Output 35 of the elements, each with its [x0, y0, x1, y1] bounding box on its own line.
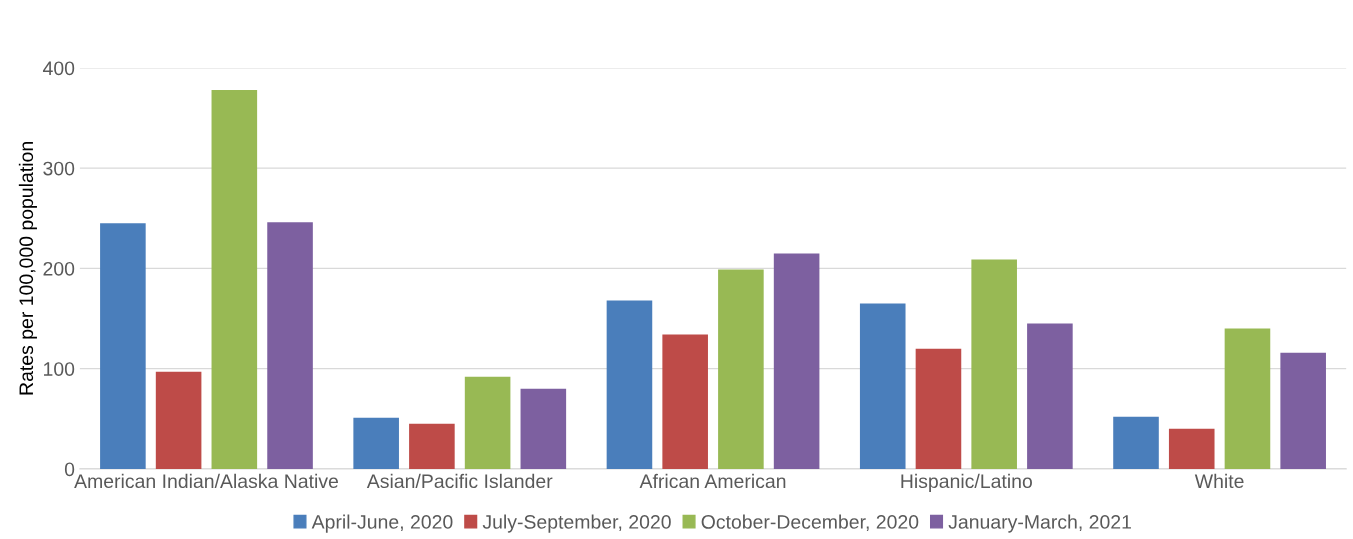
bar: [971, 259, 1017, 469]
y-tick-label: 100: [44, 362, 75, 376]
x-tick-label: Hispanic/Latino: [901, 473, 1032, 492]
y-tick-label: 400: [42, 61, 75, 76]
x-tick-label: Asian/Pacific Islander: [366, 473, 553, 489]
y-tick-label: 0: [64, 462, 75, 477]
bar: [1113, 416, 1159, 469]
y-tick-label: 300: [43, 161, 75, 176]
bar: [267, 222, 313, 469]
bar: [1168, 428, 1215, 469]
bar: [773, 253, 820, 469]
bar: [1280, 352, 1326, 469]
bar: [1224, 328, 1271, 469]
legend-label: October-December, 2020: [701, 514, 919, 532]
bar: [520, 388, 567, 469]
bar: [100, 223, 146, 469]
y-axis-title: Rates per 100,000 population: [18, 142, 37, 395]
legend-label: January-March, 2021: [948, 514, 1131, 533]
bar: [606, 300, 653, 469]
legend-label: July-September, 2020: [482, 514, 671, 533]
bar: [409, 423, 455, 469]
bar: [915, 348, 962, 469]
x-tick-label: White: [1194, 473, 1244, 489]
bar: [859, 303, 906, 469]
legend-label: April-June, 2020: [311, 514, 453, 533]
x-tick-label: American Indian/Alaska Native: [74, 473, 338, 489]
bar: [211, 89, 258, 469]
bar: [155, 371, 202, 469]
bar: [1027, 323, 1073, 469]
bar: [464, 376, 511, 469]
x-tick-label: African American: [639, 473, 786, 489]
bar: [353, 417, 399, 469]
y-tick-label: 200: [43, 261, 75, 276]
bar: [662, 334, 708, 469]
bar: [718, 269, 764, 469]
